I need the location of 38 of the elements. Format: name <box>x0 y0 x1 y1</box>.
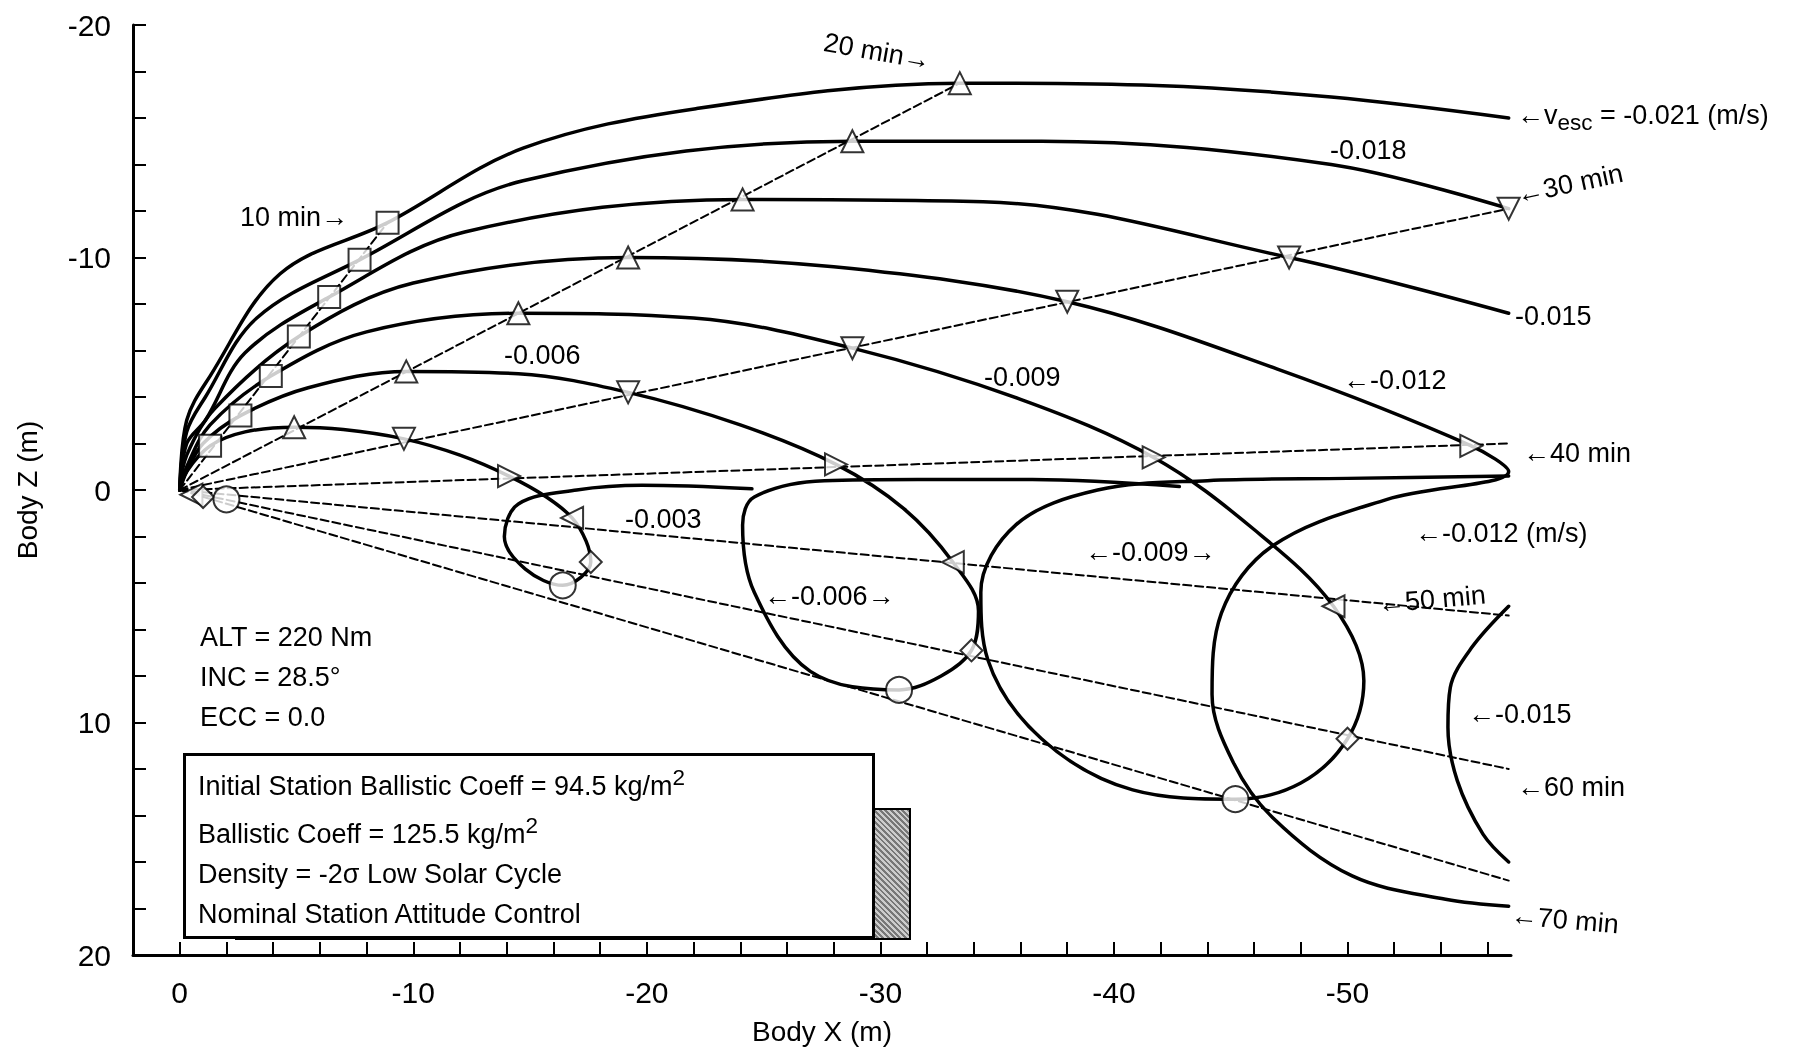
annotation: ALT = 220 Nm <box>200 621 373 654</box>
text: ←60 min <box>1517 771 1626 804</box>
annotation: Initial Station Ballistic Coeff = 94.5 kg/m$^{2}$ <box>198 764 686 803</box>
annotation: -0.003 <box>625 503 702 536</box>
annotation: INC = 28.5° <box>200 661 342 694</box>
annotation: ←-0.006→ <box>764 580 895 613</box>
y-tick-label: -10 <box>67 241 111 274</box>
annotation: ←50 min <box>1376 578 1488 621</box>
annotation: ←70 min <box>1509 899 1621 942</box>
text: ←30 min <box>1512 156 1627 212</box>
annotation: -0.006 <box>504 339 581 372</box>
y-axis-title: Body Z (m) <box>11 420 43 560</box>
annotation: ←-0.012 (m/s) <box>1415 517 1588 550</box>
text: ←v$_{esc}$ = -0.021 (m/s) <box>1517 98 1769 138</box>
x-tick-label: -30 <box>858 975 903 1009</box>
annotation: ←-0.015 <box>1468 698 1572 731</box>
text: ←40 min <box>1523 437 1632 470</box>
annotation: ←-0.012 <box>1343 364 1447 397</box>
x-tick-label: 0 <box>171 975 189 1009</box>
annotation: Density = -2σ Low Solar Cycle <box>198 858 564 891</box>
annotation: ←-0.009→ <box>1085 536 1216 569</box>
x-tick-label: -50 <box>1325 975 1370 1009</box>
y-tick-label: 10 <box>77 706 111 739</box>
annotation: 10 min→ <box>240 201 349 234</box>
x-tick-label: -40 <box>1092 975 1136 1009</box>
y-tick-label: 0 <box>94 473 111 507</box>
y-tick-label: -20 <box>67 8 111 42</box>
x-axis-title: Body X (m) <box>751 1015 893 1047</box>
annotation: Ballistic Coeff = 125.5 kg/m$^{2}$ <box>198 812 539 851</box>
annotation: Nominal Station Attitude Control <box>198 898 582 931</box>
y-tick-label: 20 <box>77 938 111 972</box>
annotation: -0.018 <box>1330 134 1407 167</box>
x-tick-label: -10 <box>391 975 435 1009</box>
annotation: 20 min→ <box>820 26 934 78</box>
annotation: -0.009 <box>984 361 1061 394</box>
text: -0.015 <box>1515 300 1592 333</box>
annotation: ECC = 0.0 <box>200 701 327 734</box>
x-tick-label: -20 <box>625 975 669 1009</box>
